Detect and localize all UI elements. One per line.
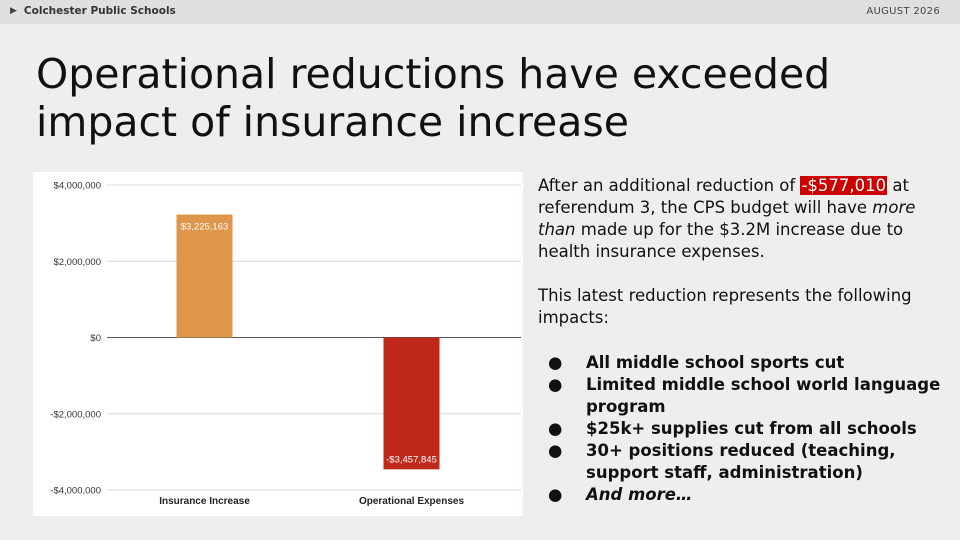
y-tick-label: -$2,000,000 xyxy=(50,409,101,420)
paragraph-impacts-intro: This latest reduction represents the fol… xyxy=(538,286,912,327)
list-item: ● All middle school sports cut xyxy=(548,353,845,372)
bar xyxy=(176,214,233,338)
list-item: ● 30+ positions reduced (teaching, suppor… xyxy=(548,441,896,482)
list-item: ● $25k+ supplies cut from all schools xyxy=(548,419,917,438)
bullet-icon: ● xyxy=(548,375,563,394)
summary-text-before: After an additional reduction of xyxy=(538,176,801,195)
bar xyxy=(383,337,440,470)
play-triangle-icon: ▶ xyxy=(10,6,17,16)
summary-text-after: at referendum 3, the CPS budget will hav… xyxy=(538,176,909,217)
paragraph-summary: After an additional reduction of -$577,0… xyxy=(538,175,948,263)
list-item: ● And more… xyxy=(548,485,693,504)
y-tick-label: $2,000,000 xyxy=(53,257,101,268)
bar-chart: $4,000,000 $2,000,000 $0 -$2,000,000 -$4,000… xyxy=(33,172,523,516)
body-text: After an additional reduction of -$577,0… xyxy=(538,175,948,329)
organization-header: ▶ Colchester Public Schools xyxy=(10,5,176,17)
data-label: $3,225,163 xyxy=(181,222,229,233)
summary-emphasis: more than xyxy=(538,198,916,239)
data-label: -$3,457,845 xyxy=(386,454,437,465)
list-item: ● Limited middle school world language pr… xyxy=(548,375,941,416)
header-date: AUGUST 2026 xyxy=(866,6,940,17)
top-bar: ▶ Colchester Public Schools AUGUST 2026 xyxy=(0,0,960,24)
bullet-icon: ● xyxy=(548,353,563,372)
chart-canvas: $4,000,000 $2,000,000 $0 -$2,000,000 -$4,000… xyxy=(50,181,521,507)
bullet-icon: ● xyxy=(548,419,563,438)
y-tick-label: $0 xyxy=(90,333,101,344)
x-tick-label: Operational Expenses xyxy=(359,496,464,507)
y-tick-label: $4,000,000 xyxy=(53,181,101,192)
summary-text-end: made up for the $3.2M increase due to he… xyxy=(538,220,904,261)
organization-name: Colchester Public Schools xyxy=(23,5,176,17)
impacts-list: ● All middle school sports cut ● Limited m… xyxy=(548,352,948,506)
x-tick-label: Insurance Increase xyxy=(159,496,250,507)
bullet-icon: ● xyxy=(548,441,563,460)
bullet-icon: ● xyxy=(548,485,563,504)
reduction-highlight: -$577,010 xyxy=(800,176,888,195)
y-tick-label: -$4,000,000 xyxy=(50,486,101,497)
slide-title: Operational reductions have exceeded imp… xyxy=(36,50,831,146)
